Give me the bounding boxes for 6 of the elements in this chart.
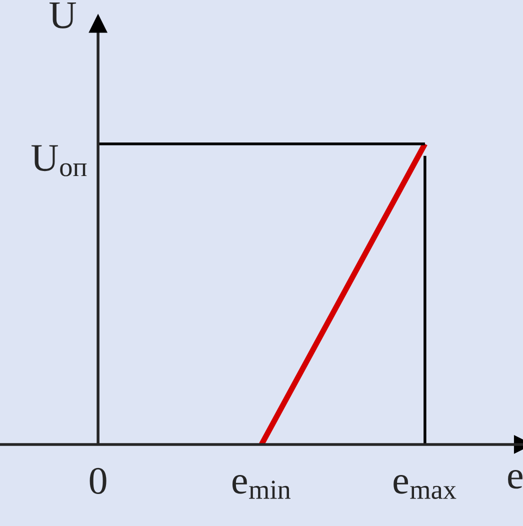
x-axis-title: e	[508, 470, 522, 489]
x-tick-label: e$_{min}$	[232, 475, 290, 499]
ref-line-label: U$_{оп}$	[32, 145, 87, 176]
x-tick-label: 0	[90, 468, 106, 494]
y-axis-title: U	[50, 2, 76, 28]
x-tick-label: e$_{max}$	[394, 475, 456, 499]
